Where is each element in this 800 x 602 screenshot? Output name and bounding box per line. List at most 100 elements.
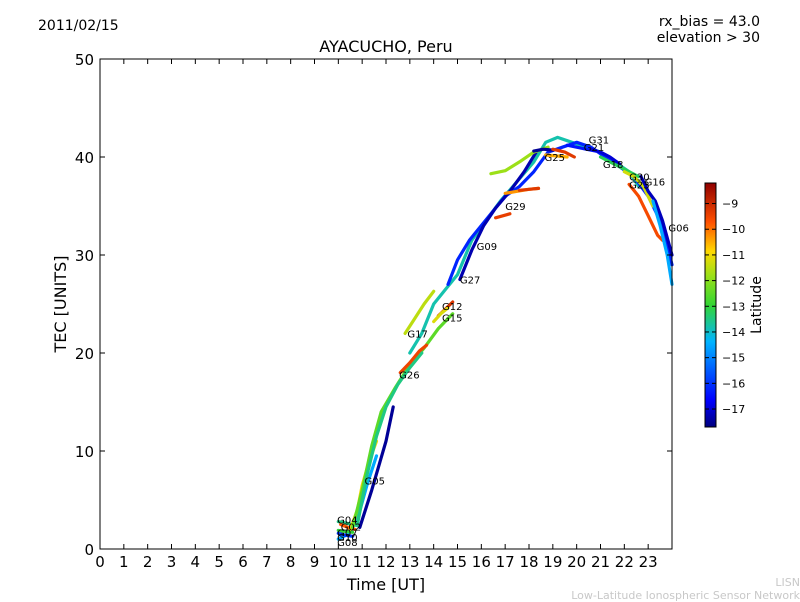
colorbar-label: Latitude bbox=[749, 276, 765, 334]
series-label-g25: G25 bbox=[545, 153, 565, 164]
series-label-g08: G08 bbox=[337, 538, 357, 549]
colorbar-tick-label: −10 bbox=[722, 223, 745, 236]
series-label-g31: G31 bbox=[589, 135, 609, 146]
series-label-g29: G29 bbox=[505, 202, 525, 213]
x-tick-label: 6 bbox=[238, 553, 248, 571]
series-line-g07 bbox=[336, 528, 355, 534]
series-label-g21: G21 bbox=[584, 143, 604, 154]
series-line-g31 bbox=[589, 147, 622, 166]
x-tick-label: 11 bbox=[353, 553, 372, 571]
colorbar: −9 −10 −11 −12 −13 −14 −15 −16 −17 Latitude bbox=[704, 182, 765, 428]
y-tick-label: 0 bbox=[84, 541, 94, 559]
x-tick-label: 14 bbox=[424, 553, 443, 571]
colorbar-gradient bbox=[704, 182, 717, 428]
x-axis: 0 1 2 3 4 5 6 7 8 9 10 11 12 13 14 15 16 17 18 19 20 21 22 23 bbox=[95, 59, 658, 571]
series-line-g06 bbox=[651, 199, 674, 286]
series-label-g04: G04 bbox=[337, 516, 357, 527]
x-tick-label: 9 bbox=[310, 553, 320, 571]
series-line-track-7 bbox=[355, 351, 424, 527]
x-tick-label: 0 bbox=[95, 553, 105, 571]
series-label-g16: G16 bbox=[645, 177, 665, 188]
series-line-g16 bbox=[639, 175, 674, 257]
x-tick-label: 21 bbox=[591, 553, 610, 571]
chart-title: AYACUCHO, Peru bbox=[319, 37, 453, 56]
series-line-g10 bbox=[336, 531, 355, 538]
colorbar-tick-label: −9 bbox=[722, 198, 738, 211]
x-axis-label: Time [UT] bbox=[346, 575, 425, 594]
colorbar-tick-label: −12 bbox=[722, 275, 745, 288]
series-line-g25 bbox=[532, 147, 555, 153]
colorbar-tick-label: −15 bbox=[722, 352, 745, 365]
y-tick-label: 20 bbox=[75, 345, 94, 363]
x-tick-label: 13 bbox=[400, 553, 419, 571]
x-tick-label: 22 bbox=[615, 553, 634, 571]
series-label-g26: G26 bbox=[399, 371, 419, 382]
series-label-g10: G10 bbox=[337, 533, 357, 544]
y-tick-label: 40 bbox=[75, 149, 94, 167]
colorbar-tick-label: −13 bbox=[722, 300, 745, 313]
series-line-track-21 bbox=[544, 153, 569, 159]
x-tick-label: 2 bbox=[143, 553, 153, 571]
series-label-g27: G27 bbox=[460, 275, 480, 286]
x-tick-label: 20 bbox=[567, 553, 586, 571]
x-tick-label: 17 bbox=[496, 553, 515, 571]
y-tick-label: 10 bbox=[75, 443, 94, 461]
plot-frame bbox=[99, 58, 673, 550]
series-label-g06: G06 bbox=[668, 224, 688, 235]
series-label-g17: G17 bbox=[407, 329, 427, 340]
x-tick-label: 5 bbox=[214, 553, 224, 571]
series-line-g18 bbox=[598, 155, 641, 179]
credit-short: LISN bbox=[775, 576, 800, 589]
colorbar-tick-label: −17 bbox=[722, 403, 745, 416]
credit: LISN Low-Latitude Ionospheric Sensor Net… bbox=[571, 576, 800, 602]
colorbar-tick-label: −14 bbox=[722, 326, 745, 339]
x-tick-label: 16 bbox=[472, 553, 491, 571]
series-line-g09 bbox=[458, 150, 538, 282]
x-tick-label: 18 bbox=[519, 553, 538, 571]
series-label-g07: G07 bbox=[337, 528, 357, 539]
series-label-g23: G23 bbox=[629, 180, 649, 191]
series-line-g15 bbox=[432, 306, 450, 324]
colorbar-tick-label: −16 bbox=[722, 377, 745, 390]
series-label-g30: G30 bbox=[629, 173, 649, 184]
series-line-track-8 bbox=[358, 405, 395, 530]
series-line-g17 bbox=[403, 289, 436, 335]
series-label-g12: G12 bbox=[442, 302, 462, 313]
x-tick-label: 7 bbox=[262, 553, 272, 571]
series-label-g02: G02 bbox=[341, 522, 361, 533]
date-label: 2011/02/15 bbox=[38, 18, 119, 34]
series-layer bbox=[336, 135, 674, 541]
x-tick-label: 10 bbox=[329, 553, 348, 571]
x-tick-label: 4 bbox=[191, 553, 201, 571]
series-line-track-22 bbox=[551, 147, 576, 159]
x-tick-label: 15 bbox=[448, 553, 467, 571]
rx-bias-label: rx_bias = 43.0 bbox=[658, 14, 760, 30]
x-tick-label: 19 bbox=[543, 553, 562, 571]
series-label-g15: G15 bbox=[442, 314, 462, 325]
y-tick-label: 30 bbox=[75, 247, 94, 265]
series-line-g30 bbox=[622, 170, 655, 208]
series-line-g26 bbox=[398, 343, 429, 375]
series-label-g05: G05 bbox=[365, 476, 385, 487]
x-tick-label: 8 bbox=[286, 553, 296, 571]
colorbar-ticks: −9 −10 −11 −12 −13 −14 −15 −16 −17 bbox=[705, 198, 745, 416]
series-line-track-19 bbox=[517, 186, 541, 192]
x-tick-label: 23 bbox=[639, 553, 658, 571]
series-line-track-6 bbox=[351, 312, 455, 530]
series-label-g09: G09 bbox=[477, 242, 497, 253]
series-line-g29 bbox=[494, 212, 512, 220]
credit-long: Low-Latitude Ionospheric Sensor Network bbox=[571, 589, 800, 602]
series-label-g18: G18 bbox=[603, 160, 623, 171]
colorbar-tick-label: −11 bbox=[722, 249, 745, 262]
settings-info: rx_bias = 43.0 elevation > 30 bbox=[657, 14, 760, 46]
x-tick-label: 1 bbox=[119, 553, 129, 571]
y-tick-label: 50 bbox=[75, 51, 94, 69]
y-axis-label: TEC [UNITS] bbox=[51, 256, 70, 354]
elevation-label: elevation > 30 bbox=[656, 30, 760, 46]
series-line-g23 bbox=[627, 182, 665, 242]
x-tick-label: 12 bbox=[376, 553, 395, 571]
y-axis: 0 10 20 30 40 50 bbox=[75, 51, 672, 559]
x-tick-label: 3 bbox=[167, 553, 177, 571]
